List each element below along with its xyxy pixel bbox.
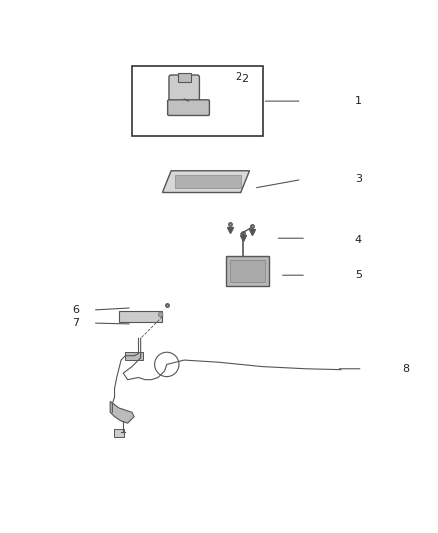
FancyBboxPatch shape bbox=[169, 75, 199, 101]
Bar bbox=[125, 352, 143, 360]
Text: 6: 6 bbox=[72, 305, 79, 315]
Text: 5: 5 bbox=[355, 270, 362, 280]
Text: 8: 8 bbox=[403, 364, 410, 374]
Bar bbox=[132, 66, 262, 136]
Text: 1: 1 bbox=[355, 96, 362, 106]
Polygon shape bbox=[162, 171, 250, 192]
Polygon shape bbox=[110, 401, 134, 423]
Text: 4: 4 bbox=[355, 236, 362, 245]
Bar bbox=[226, 256, 269, 286]
Bar bbox=[119, 311, 162, 322]
Text: 2: 2 bbox=[241, 75, 249, 84]
Bar bbox=[178, 73, 191, 83]
FancyBboxPatch shape bbox=[168, 100, 209, 116]
Bar bbox=[114, 429, 124, 437]
Bar bbox=[176, 175, 241, 188]
Bar bbox=[230, 260, 265, 282]
Text: 2: 2 bbox=[236, 72, 242, 82]
Text: 3: 3 bbox=[355, 174, 362, 184]
Text: 7: 7 bbox=[72, 318, 79, 328]
